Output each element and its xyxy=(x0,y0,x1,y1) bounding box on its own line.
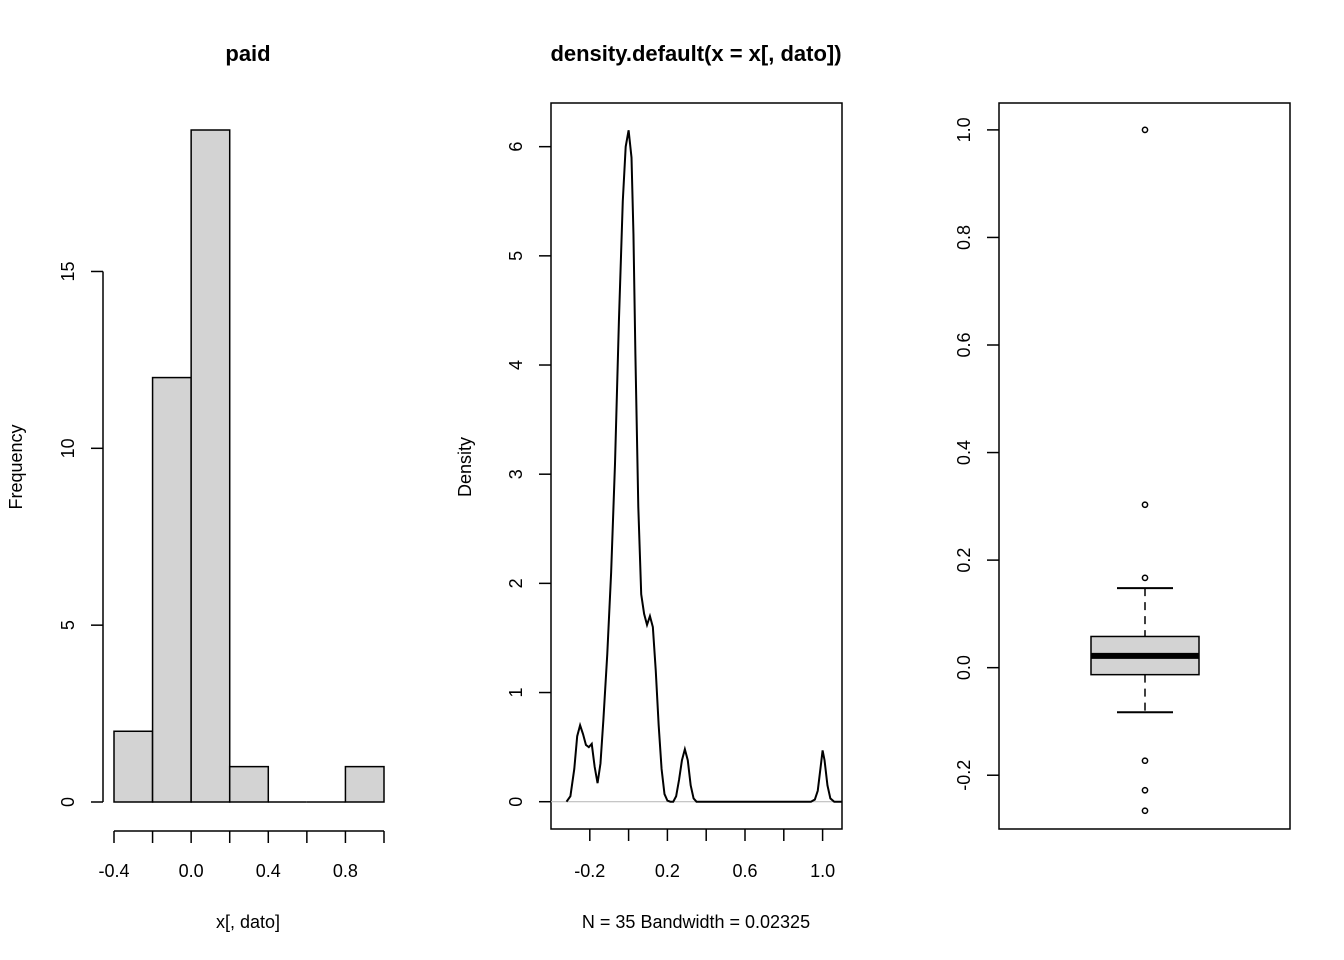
boxplot-y-tick-label: -0.2 xyxy=(954,760,974,791)
boxplot-y-tick-label: 0.8 xyxy=(954,225,974,250)
boxplot-outliers xyxy=(1141,126,1149,815)
histogram-panel: paid x[, dato] Frequency -0.4 0.0 0.4 0.8 0… xyxy=(6,41,385,932)
density-plot-frame xyxy=(550,102,843,830)
density-y-tick-label: 3 xyxy=(506,469,526,479)
boxplot-y-tick-label: 0.4 xyxy=(954,440,974,465)
boxplot-panel: -0.2 0.0 0.2 0.4 0.6 0.8 1.0 xyxy=(954,102,1291,830)
histogram-title: paid xyxy=(225,41,270,66)
boxplot-outlier-point xyxy=(1141,126,1149,134)
histogram-y-tick-label: 0 xyxy=(58,797,78,807)
boxplot-outlier-point xyxy=(1141,757,1149,765)
boxplot-y-tick-label: 0.2 xyxy=(954,548,974,573)
histogram-x-tick-label: 0.4 xyxy=(256,861,281,881)
boxplot-outlier-point xyxy=(1141,501,1149,509)
density-x-label: N = 35 Bandwidth = 0.02325 xyxy=(582,912,810,932)
boxplot-outlier-point xyxy=(1141,786,1149,794)
histogram-bars xyxy=(113,129,385,803)
histogram-bar xyxy=(113,730,154,803)
histogram-y-tick-label: 10 xyxy=(58,438,78,458)
density-x-tick-label: 0.6 xyxy=(732,861,757,881)
density-x-tick-label: 0.2 xyxy=(655,861,680,881)
histogram-x-tick-label: 0.8 xyxy=(333,861,358,881)
histogram-y-tick-label: 15 xyxy=(58,261,78,281)
density-y-tick-label: 1 xyxy=(506,688,526,698)
boxplot-y-tick-label: 0.6 xyxy=(954,332,974,357)
density-curve xyxy=(565,130,842,803)
density-x-tick-label: -0.2 xyxy=(574,861,605,881)
histogram-y-axis: 0 5 10 15 xyxy=(58,261,104,807)
histogram-bar xyxy=(151,376,192,803)
histogram-x-tick-label: 0.0 xyxy=(179,861,204,881)
boxplot-y-tick-label: 1.0 xyxy=(954,117,974,142)
histogram-x-axis: -0.4 0.0 0.4 0.8 xyxy=(98,830,385,881)
boxplot-body xyxy=(1090,587,1200,714)
density-x-tick-label: 1.0 xyxy=(810,861,835,881)
density-y-tick-label: 4 xyxy=(506,360,526,370)
histogram-y-tick-label: 5 xyxy=(58,620,78,630)
density-y-tick-label: 6 xyxy=(506,142,526,152)
density-y-label: Density xyxy=(455,437,475,497)
histogram-x-label: x[, dato] xyxy=(216,912,280,932)
density-y-tick-label: 0 xyxy=(506,797,526,807)
boxplot-y-axis: -0.2 0.0 0.2 0.4 0.6 0.8 1.0 xyxy=(954,117,999,791)
boxplot-outlier-point xyxy=(1141,807,1149,815)
histogram-bar xyxy=(190,129,231,803)
density-y-tick-label: 2 xyxy=(506,578,526,588)
density-x-axis: -0.2 0.2 0.6 1.0 xyxy=(574,829,835,881)
boxplot-plot-frame xyxy=(998,102,1291,830)
boxplot-y-tick-label: 0.0 xyxy=(954,655,974,680)
boxplot-outlier-point xyxy=(1141,574,1149,582)
density-panel: density.default(x = x[, dato]) N = 35 Ba… xyxy=(455,41,843,932)
histogram-bar xyxy=(344,765,385,803)
density-y-tick-label: 5 xyxy=(506,251,526,261)
histogram-x-tick-label: -0.4 xyxy=(98,861,129,881)
density-y-axis: 0 1 2 3 4 5 6 xyxy=(506,142,551,807)
histogram-y-label: Frequency xyxy=(6,424,26,509)
histogram-bar xyxy=(228,765,270,803)
density-title: density.default(x = x[, dato]) xyxy=(550,41,841,66)
